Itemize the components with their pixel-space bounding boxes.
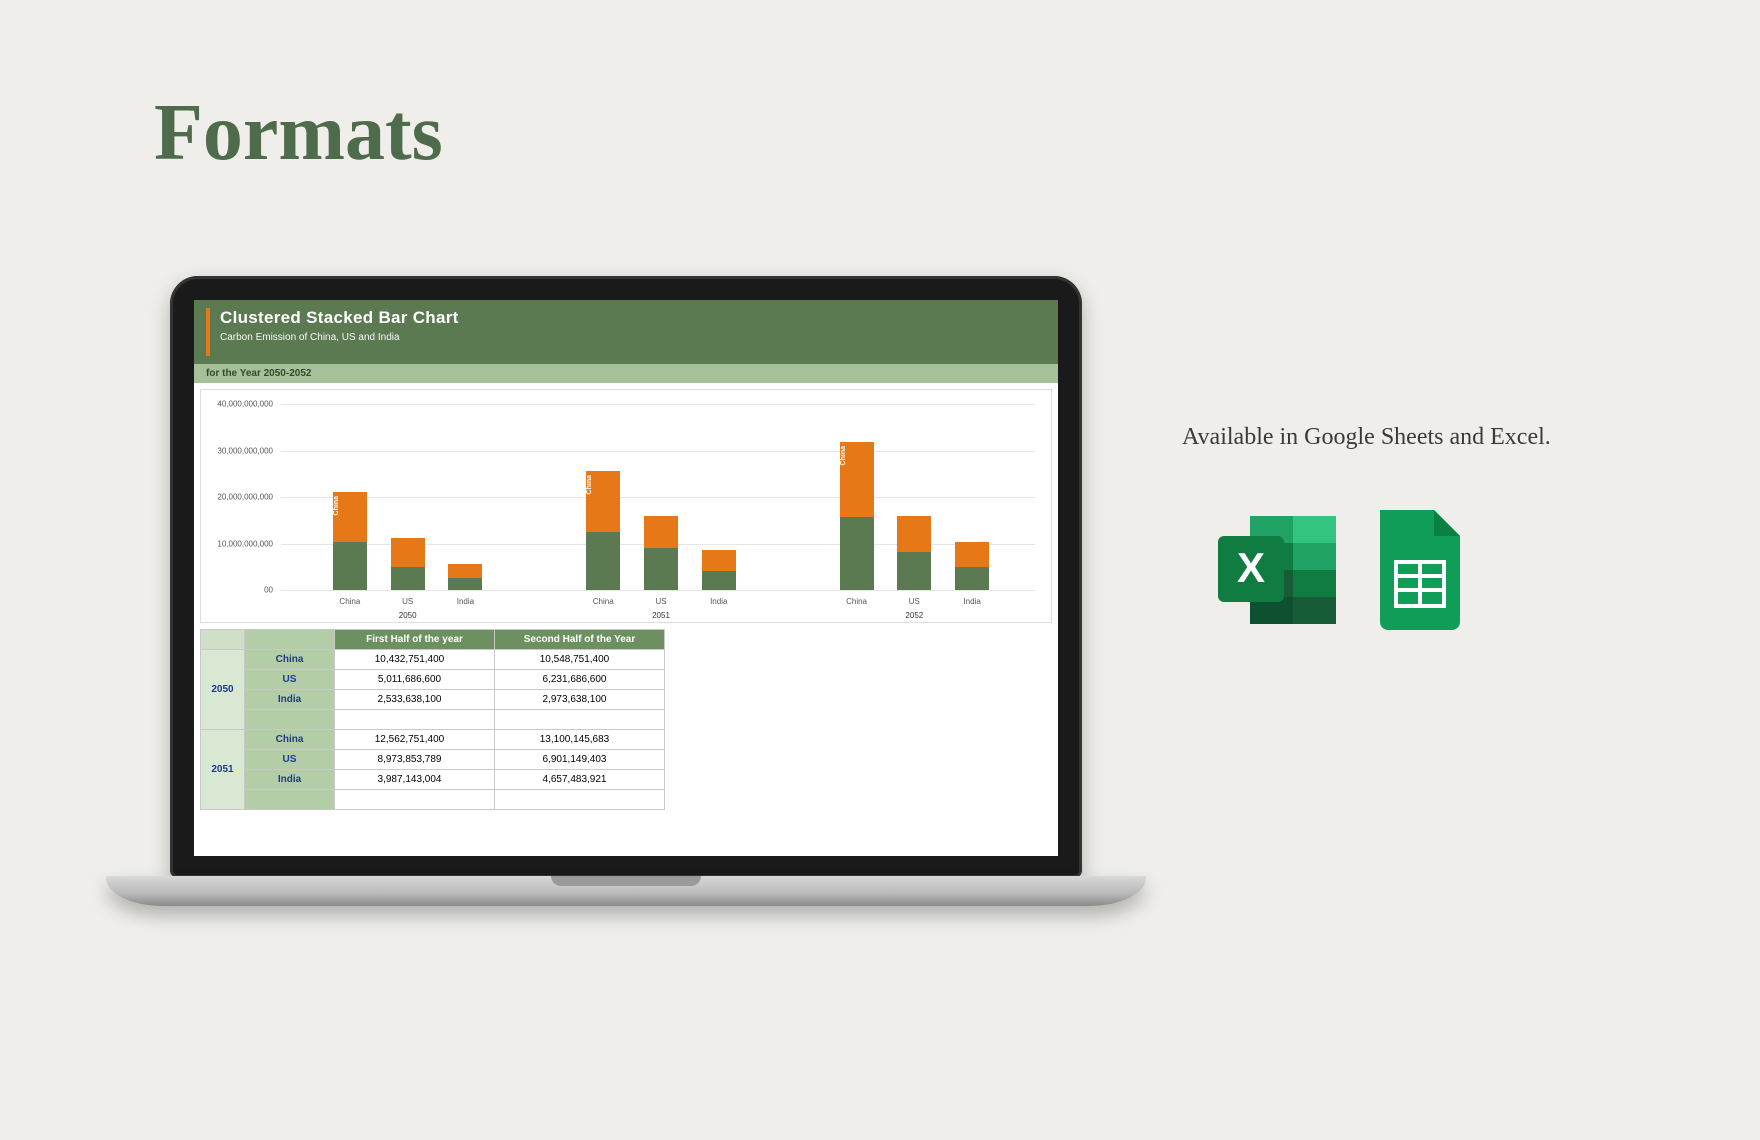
table-header-col1: First Half of the year (335, 630, 495, 650)
table-value-cell: 6,901,149,403 (495, 750, 665, 770)
chart-xcat-label: US (381, 597, 435, 606)
table-spacer (245, 710, 335, 730)
table-value-cell: 8,973,853,789 (335, 750, 495, 770)
chart-xcat-label: China (576, 597, 630, 606)
chart-gridline (281, 404, 1035, 405)
table-country-cell: China (245, 730, 335, 750)
laptop-base (106, 876, 1146, 906)
chart-container: China China China 40,000,000,000 30,000,000… (200, 389, 1052, 623)
chart-title: Clustered Stacked Bar Chart (220, 308, 459, 328)
table-spacer (495, 710, 665, 730)
chart-bar: China (586, 471, 620, 590)
chart-xcat-label: US (634, 597, 688, 606)
chart-ytick-label: 00 (209, 586, 273, 595)
chart-gridline (281, 497, 1035, 498)
table-country-cell: US (245, 750, 335, 770)
chart-bar-inner-label: China (840, 446, 874, 465)
google-sheets-icon (1372, 510, 1468, 630)
table-value-cell: 2,533,638,100 (335, 690, 495, 710)
laptop-screen: Clustered Stacked Bar Chart Carbon Emiss… (194, 300, 1058, 856)
chart-gridline (281, 590, 1035, 591)
table-header-blank (245, 630, 335, 650)
stacked-bar-chart: China China China 40,000,000,000 30,000,000… (209, 398, 1043, 618)
table-value-cell: 6,231,686,600 (495, 670, 665, 690)
table-value-cell: 2,973,638,100 (495, 690, 665, 710)
chart-ytick-label: 40,000,000,000 (209, 400, 273, 409)
chart-plot-area: China China China (281, 404, 1035, 590)
svg-text:X: X (1237, 544, 1265, 591)
table-value-cell: 10,432,751,400 (335, 650, 495, 670)
chart-xcat-label: US (887, 597, 941, 606)
table-spacer (335, 710, 495, 730)
chart-bar-segment-second (897, 516, 931, 552)
chart-bar-segment-first (955, 567, 989, 590)
chart-bar-inner-label: China (333, 496, 367, 515)
excel-icon: X (1214, 510, 1344, 630)
chart-bar (448, 564, 482, 590)
header-accent (206, 308, 210, 356)
chart-xcat-label: China (323, 597, 377, 606)
chart-ytick-label: 10,000,000,000 (209, 539, 273, 548)
chart-gridline (281, 451, 1035, 452)
chart-bar-segment-second (448, 564, 482, 578)
format-icons: X (1214, 510, 1468, 630)
chart-group-label: 2051 (534, 611, 787, 620)
laptop-mockup: Clustered Stacked Bar Chart Carbon Emiss… (170, 276, 1082, 906)
chart-bar (897, 516, 931, 590)
chart-subtitle: Carbon Emission of China, US and India (220, 332, 459, 343)
table-year-cell: 2051 (201, 730, 245, 810)
table-spacer (335, 790, 495, 810)
chart-bar-segment-second (391, 538, 425, 567)
chart-header: Clustered Stacked Bar Chart Carbon Emiss… (194, 300, 1058, 364)
table-value-cell: 12,562,751,400 (335, 730, 495, 750)
chart-bar (702, 550, 736, 590)
chart-bar-segment-first (586, 532, 620, 590)
table-country-cell: India (245, 690, 335, 710)
chart-xcat-label: China (830, 597, 884, 606)
laptop-lid: Clustered Stacked Bar Chart Carbon Emiss… (170, 276, 1082, 878)
chart-xcat-label: India (692, 597, 746, 606)
chart-bar-segment-first (702, 571, 736, 590)
table-country-cell: US (245, 670, 335, 690)
chart-group-label: 2050 (281, 611, 534, 620)
table-country-cell: China (245, 650, 335, 670)
chart-bar: China (840, 442, 874, 590)
chart-bar-segment-first (333, 542, 367, 591)
chart-bar-segment-first (391, 567, 425, 590)
chart-bar-segment-first (840, 517, 874, 590)
chart-xcat-label: India (945, 597, 999, 606)
chart-bar-inner-label: China (586, 475, 620, 494)
table-value-cell: 10,548,751,400 (495, 650, 665, 670)
chart-bar (644, 516, 678, 590)
page-title: Formats (154, 88, 443, 179)
chart-bar (955, 542, 989, 590)
chart-bar-segment-second (955, 542, 989, 567)
chart-ytick-label: 30,000,000,000 (209, 446, 273, 455)
chart-bar-segment-second (644, 516, 678, 548)
table-value-cell: 5,011,686,600 (335, 670, 495, 690)
table-spacer (245, 790, 335, 810)
chart-xcat-label: India (438, 597, 492, 606)
chart-bar-segment-first (644, 548, 678, 590)
chart-bar-segment-second (702, 550, 736, 572)
table-header-blank (201, 630, 245, 650)
table-value-cell: 4,657,483,921 (495, 770, 665, 790)
data-table-container: First Half of the yearSecond Half of the… (200, 629, 1052, 810)
table-value-cell: 13,100,145,683 (495, 730, 665, 750)
table-country-cell: India (245, 770, 335, 790)
chart-subbar: for the Year 2050-2052 (194, 364, 1058, 383)
availability-text: Available in Google Sheets and Excel. (1182, 424, 1551, 451)
table-spacer (495, 790, 665, 810)
chart-bar-segment-first (448, 578, 482, 590)
table-header-col2: Second Half of the Year (495, 630, 665, 650)
table-year-cell: 2050 (201, 650, 245, 730)
chart-bar (391, 538, 425, 590)
chart-bar-segment-first (897, 552, 931, 590)
chart-ytick-label: 20,000,000,000 (209, 493, 273, 502)
chart-bar: China (333, 492, 367, 590)
chart-group-label: 2052 (788, 611, 1041, 620)
table-value-cell: 3,987,143,004 (335, 770, 495, 790)
data-table: First Half of the yearSecond Half of the… (200, 629, 665, 810)
